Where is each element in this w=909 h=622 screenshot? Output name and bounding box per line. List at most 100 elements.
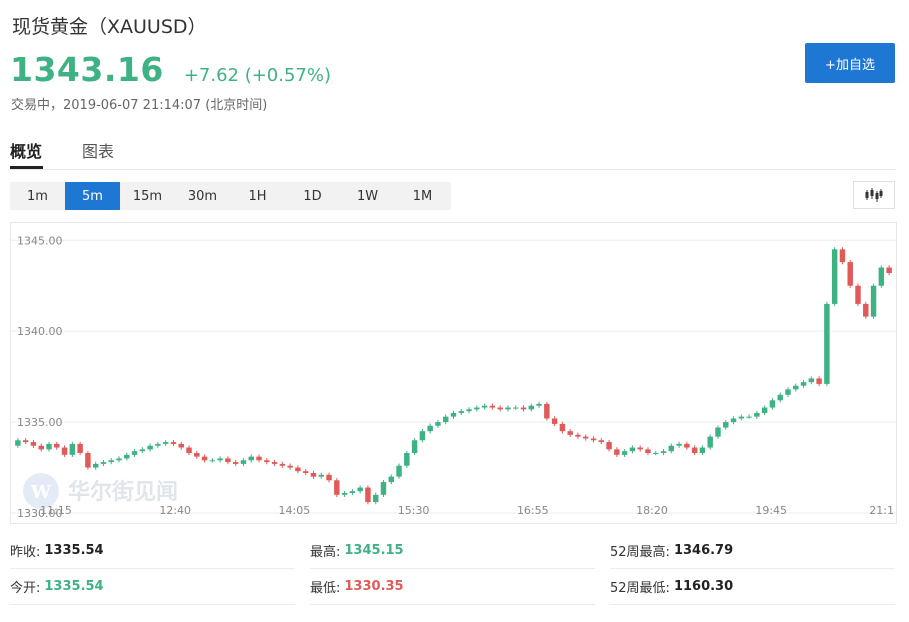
- candle: [606, 442, 612, 450]
- candle: [22, 440, 29, 443]
- period-5m[interactable]: 5m: [65, 182, 120, 210]
- candle: [777, 394, 783, 401]
- candle: [349, 491, 356, 493]
- stat-label: 昨收:: [10, 545, 41, 560]
- candle: [139, 449, 146, 452]
- stat-open: 今开: 1335.54: [10, 569, 295, 605]
- period-30m[interactable]: 30m: [187, 188, 218, 204]
- candle: [295, 467, 301, 472]
- candle: [302, 471, 309, 473]
- candle: [520, 407, 527, 410]
- candle: [38, 445, 44, 450]
- candle: [248, 456, 254, 461]
- candle: [637, 447, 643, 450]
- candle: [466, 409, 472, 412]
- candle: [855, 285, 861, 304]
- tab-bar: 概览 图表: [10, 136, 895, 170]
- add-watchlist-button[interactable]: +加自选: [805, 43, 895, 83]
- candle: [30, 442, 37, 446]
- candle: [668, 445, 675, 452]
- candle: [77, 443, 83, 453]
- candle: [186, 447, 192, 453]
- stat-52w-high: 52周最高: 1346.79: [610, 533, 895, 569]
- candle: [310, 473, 317, 477]
- candle: [334, 480, 340, 495]
- wallstreetcn-logo-icon: [23, 473, 59, 509]
- candle: [287, 465, 293, 468]
- candle: [707, 436, 713, 448]
- candle: [621, 451, 628, 455]
- candle: [232, 462, 239, 464]
- period-selector: 1m 5m 15m 30m 1H 1D 1W 1M: [10, 182, 451, 210]
- candle: [559, 423, 566, 432]
- candle: [46, 443, 52, 450]
- candle: [761, 407, 768, 413]
- stat-label: 52周最高:: [610, 545, 670, 560]
- candle: [684, 443, 690, 448]
- stat-prev-close: 昨收: 1335.54: [10, 533, 295, 569]
- candle: [808, 378, 815, 383]
- chart-type-button[interactable]: [853, 181, 895, 209]
- candle: [551, 418, 558, 424]
- stat-high: 最高: 1345.15: [310, 533, 595, 569]
- candle: [372, 494, 379, 503]
- price-row: 1343.16 +7.62 (+0.57%): [10, 50, 331, 89]
- candle: [863, 303, 869, 317]
- candle: [645, 449, 651, 453]
- candle: [886, 267, 892, 273]
- stat-value: 1330.35: [344, 579, 404, 594]
- candle: [824, 303, 830, 384]
- candle: [69, 443, 76, 455]
- candle: [691, 447, 698, 453]
- candle: [723, 422, 729, 428]
- tab-chart[interactable]: 图表: [82, 142, 115, 161]
- candle: [116, 458, 122, 461]
- period-1m[interactable]: 1m: [27, 188, 48, 204]
- x-tick-label: 16:55: [517, 504, 549, 517]
- stat-low: 最低: 1330.35: [310, 569, 595, 605]
- x-tick-label: 15:30: [398, 504, 430, 517]
- candle: [878, 267, 885, 286]
- candle: [396, 465, 402, 477]
- candle: [264, 460, 270, 463]
- period-15m[interactable]: 15m: [132, 188, 163, 204]
- candle: [404, 453, 410, 466]
- price-chart-panel[interactable]: W 华尔街见闻 1330.00 1335.00 1340.00 1345.00 11:…: [10, 222, 897, 524]
- candlestick-chart[interactable]: W 华尔街见闻 1330.00 1335.00 1340.00 1345.00 11:…: [11, 223, 896, 523]
- period-1d[interactable]: 1D: [303, 188, 322, 204]
- candle: [100, 462, 107, 464]
- candle: [341, 493, 348, 495]
- candle: [785, 389, 791, 395]
- candle: [730, 418, 737, 423]
- logo-letter: W: [30, 482, 52, 503]
- stat-52w-low: 52周最低: 1160.30: [610, 569, 895, 605]
- period-1M[interactable]: 1M: [412, 188, 433, 204]
- period-1h[interactable]: 1H: [248, 188, 267, 204]
- candle: [505, 407, 511, 410]
- candle: [256, 456, 262, 461]
- candle: [442, 416, 449, 423]
- candle: [676, 443, 682, 446]
- period-1w[interactable]: 1W: [356, 188, 379, 204]
- y-tick-label: 1340.00: [17, 325, 63, 338]
- x-tick-label: 19:45: [755, 504, 787, 517]
- candle: [614, 449, 620, 455]
- candle: [839, 249, 846, 263]
- tab-overview[interactable]: 概览: [10, 142, 43, 161]
- candle: [598, 440, 605, 443]
- candle: [754, 413, 760, 417]
- candlestick-icon: [865, 188, 883, 202]
- candle: [194, 453, 200, 457]
- candle: [240, 460, 247, 464]
- candle: [629, 447, 636, 452]
- candle: [178, 443, 184, 448]
- stat-value: 1345.15: [344, 543, 404, 558]
- candle: [575, 434, 581, 437]
- candle: [831, 249, 838, 304]
- y-tick-label: 1345.00: [17, 234, 63, 247]
- candle: [225, 458, 231, 463]
- candle: [660, 451, 667, 453]
- candle: [124, 454, 130, 459]
- candle: [746, 416, 752, 418]
- candle: [92, 463, 99, 468]
